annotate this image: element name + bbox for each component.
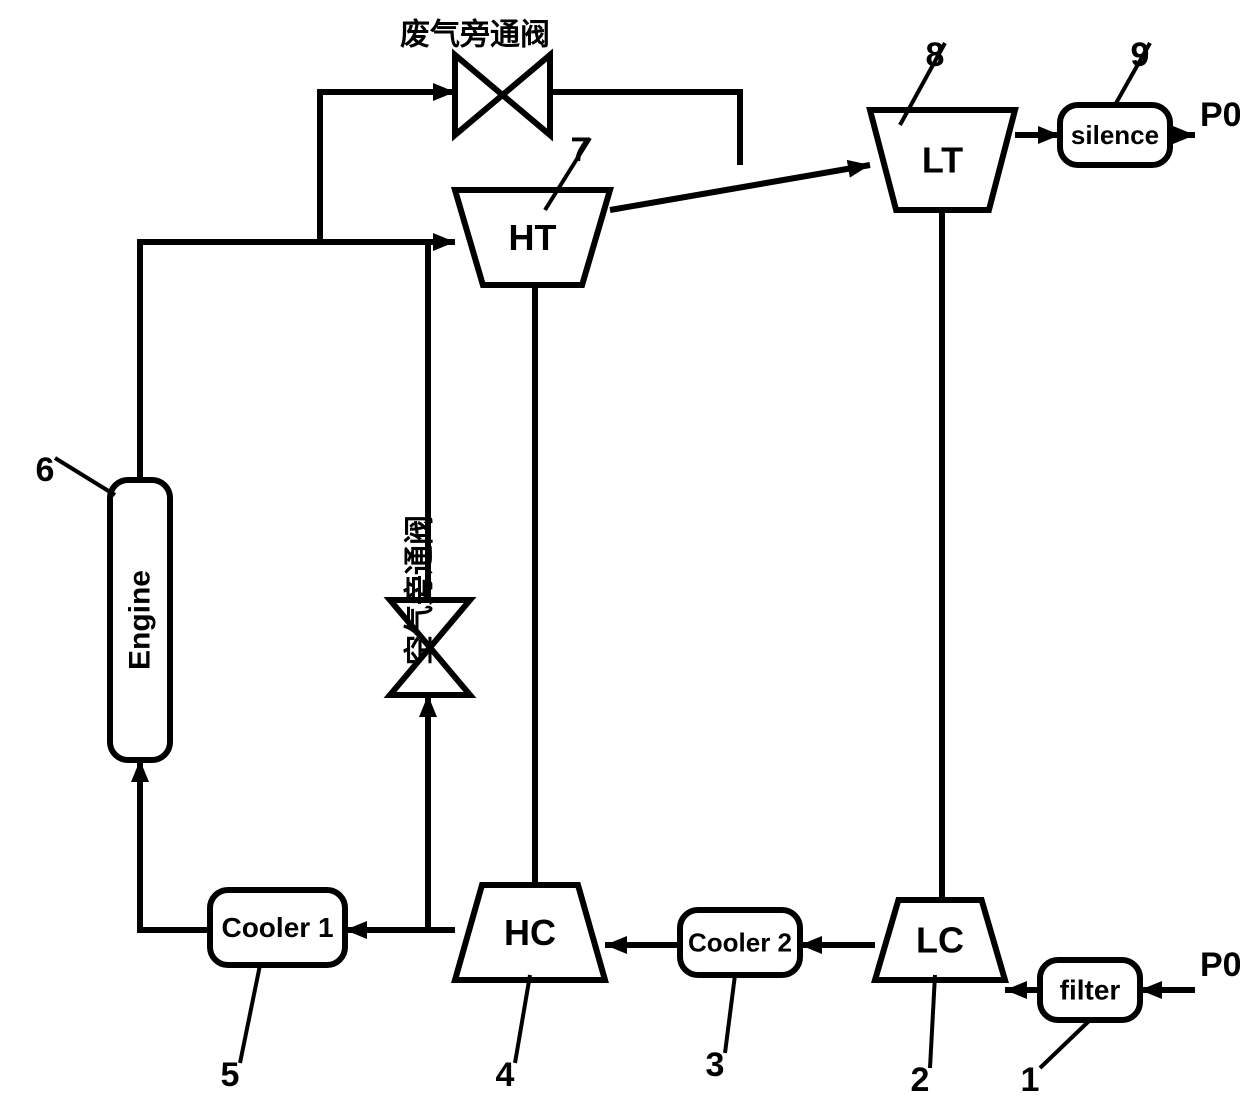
silence-label: silence xyxy=(1071,120,1159,150)
callout-6: 6 xyxy=(36,451,55,489)
hc-label: HC xyxy=(504,912,556,953)
cooler2-label: Cooler 2 xyxy=(688,928,792,958)
callout-4: 4 xyxy=(496,1056,515,1094)
edge-cooler1-engine xyxy=(140,760,210,930)
lt-label: LT xyxy=(922,140,963,181)
lc-label: LC xyxy=(916,920,964,961)
callout-7: 7 xyxy=(571,131,590,169)
cooler1-label: Cooler 1 xyxy=(221,912,333,943)
p0-out-label: P0 xyxy=(1200,96,1240,134)
callout-5: 5 xyxy=(221,1056,240,1094)
callout-9: 9 xyxy=(1131,36,1150,74)
callout-2: 2 xyxy=(911,1061,930,1099)
callout-8: 8 xyxy=(926,36,945,74)
callout-3: 3 xyxy=(706,1046,725,1084)
engine-label: Engine xyxy=(124,570,157,670)
p0-in-label: P0 xyxy=(1200,946,1240,984)
edge-engine-ht xyxy=(140,242,455,480)
edge-ht-lt xyxy=(610,165,870,210)
filter-label: filter xyxy=(1060,975,1121,1006)
ht-label: HT xyxy=(509,217,557,258)
exhaust-valve-label: 废气旁通阀 xyxy=(400,18,550,52)
air-valve-label: 空气旁通阀 xyxy=(403,515,437,665)
exhaust_valve-node xyxy=(455,55,550,135)
edge-eng_out-ex_v xyxy=(320,92,455,242)
callout-1: 1 xyxy=(1021,1061,1040,1099)
